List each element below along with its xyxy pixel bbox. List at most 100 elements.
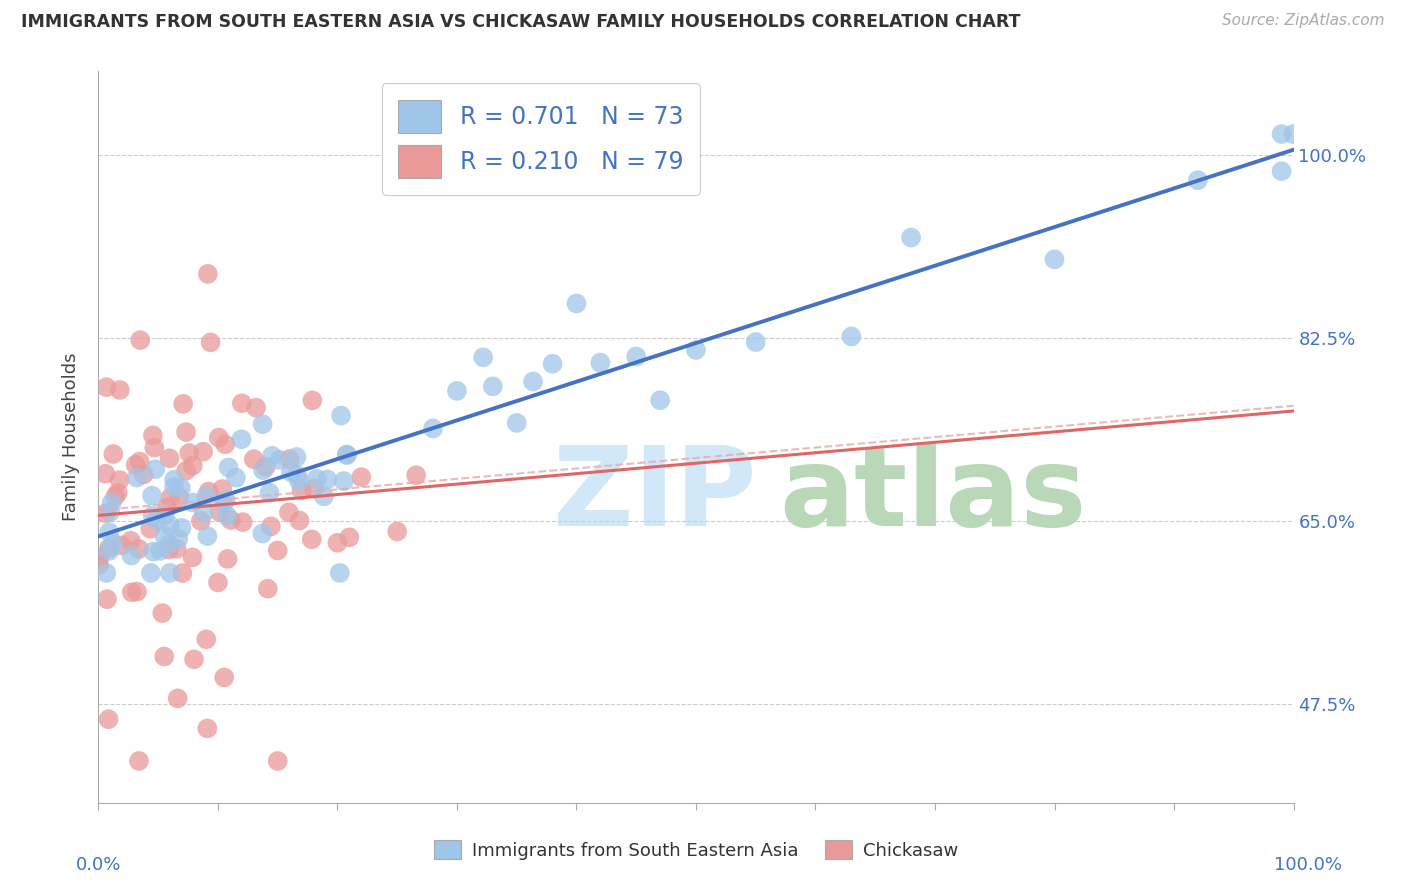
Point — [254, 459, 277, 474]
Point — [181, 550, 204, 565]
Point — [121, 549, 143, 563]
Text: Source: ZipAtlas.com: Source: ZipAtlas.com — [1222, 13, 1385, 29]
Point — [195, 722, 218, 736]
Point — [159, 491, 181, 505]
Point — [256, 582, 278, 596]
Legend: Immigrants from South Eastern Asia, Chickasaw: Immigrants from South Eastern Asia, Chic… — [426, 833, 966, 867]
Point — [98, 541, 121, 555]
Point — [446, 384, 468, 398]
Point — [350, 470, 373, 484]
Point — [150, 606, 173, 620]
Point — [159, 518, 181, 533]
Point — [385, 524, 409, 539]
Point — [1043, 252, 1066, 267]
Text: atlas: atlas — [779, 442, 1087, 549]
Point — [219, 513, 242, 527]
Point — [96, 566, 118, 580]
Point — [589, 356, 612, 370]
Point — [174, 425, 197, 439]
Point — [143, 441, 166, 455]
Point — [98, 505, 121, 519]
Point — [179, 446, 201, 460]
Y-axis label: Family Households: Family Households — [62, 353, 80, 521]
Point — [98, 544, 121, 558]
Point — [190, 514, 212, 528]
Point — [302, 482, 325, 496]
Point — [103, 447, 125, 461]
Point — [121, 585, 143, 599]
Point — [98, 525, 121, 540]
Point — [145, 513, 167, 527]
Point — [163, 473, 186, 487]
Point — [159, 451, 181, 466]
Text: ZIP: ZIP — [553, 442, 756, 549]
Point — [103, 536, 125, 550]
Text: IMMIGRANTS FROM SOUTH EASTERN ASIA VS CHICKASAW FAMILY HOUSEHOLDS CORRELATION CH: IMMIGRANTS FROM SOUTH EASTERN ASIA VS CH… — [21, 13, 1021, 31]
Point — [212, 496, 235, 510]
Point — [125, 470, 148, 484]
Point — [252, 463, 274, 477]
Point — [172, 397, 194, 411]
Point — [128, 754, 150, 768]
Point — [231, 432, 253, 446]
Point — [139, 522, 162, 536]
Point — [288, 474, 311, 488]
Point — [197, 267, 219, 281]
Point — [200, 335, 222, 350]
Point — [141, 489, 163, 503]
Point — [163, 480, 186, 494]
Point — [181, 495, 204, 509]
Point — [153, 508, 176, 523]
Point — [1187, 173, 1209, 187]
Point — [333, 474, 356, 488]
Point — [139, 566, 162, 580]
Point — [269, 453, 291, 467]
Text: 0.0%: 0.0% — [76, 856, 121, 874]
Point — [211, 482, 233, 496]
Point — [207, 575, 229, 590]
Point — [100, 496, 122, 510]
Point — [107, 485, 129, 500]
Point — [197, 484, 219, 499]
Point — [94, 467, 117, 481]
Point — [181, 458, 204, 473]
Point — [129, 333, 152, 347]
Point — [193, 506, 215, 520]
Point — [195, 632, 218, 647]
Point — [208, 431, 231, 445]
Point — [89, 558, 111, 572]
Point — [291, 483, 314, 498]
Point — [183, 652, 205, 666]
Point — [522, 375, 544, 389]
Point — [153, 528, 176, 542]
Point — [159, 566, 181, 580]
Point — [288, 514, 311, 528]
Point — [1271, 127, 1294, 141]
Point — [132, 467, 155, 482]
Point — [169, 491, 191, 505]
Point — [142, 544, 165, 558]
Point — [166, 541, 188, 556]
Point — [212, 670, 235, 684]
Point — [565, 296, 588, 310]
Point — [278, 452, 301, 467]
Point — [97, 712, 120, 726]
Point — [685, 343, 707, 357]
Point — [172, 566, 194, 580]
Point — [218, 460, 240, 475]
Point — [277, 505, 299, 519]
Point — [285, 450, 308, 464]
Point — [301, 393, 323, 408]
Point — [329, 566, 352, 580]
Point — [111, 538, 134, 552]
Point — [506, 416, 529, 430]
Point — [312, 489, 335, 503]
Point — [170, 481, 193, 495]
Point — [167, 532, 190, 546]
Point — [626, 350, 648, 364]
Point — [142, 428, 165, 442]
Point — [217, 552, 239, 566]
Point — [339, 530, 361, 544]
Point — [326, 535, 349, 549]
Point — [841, 329, 863, 343]
